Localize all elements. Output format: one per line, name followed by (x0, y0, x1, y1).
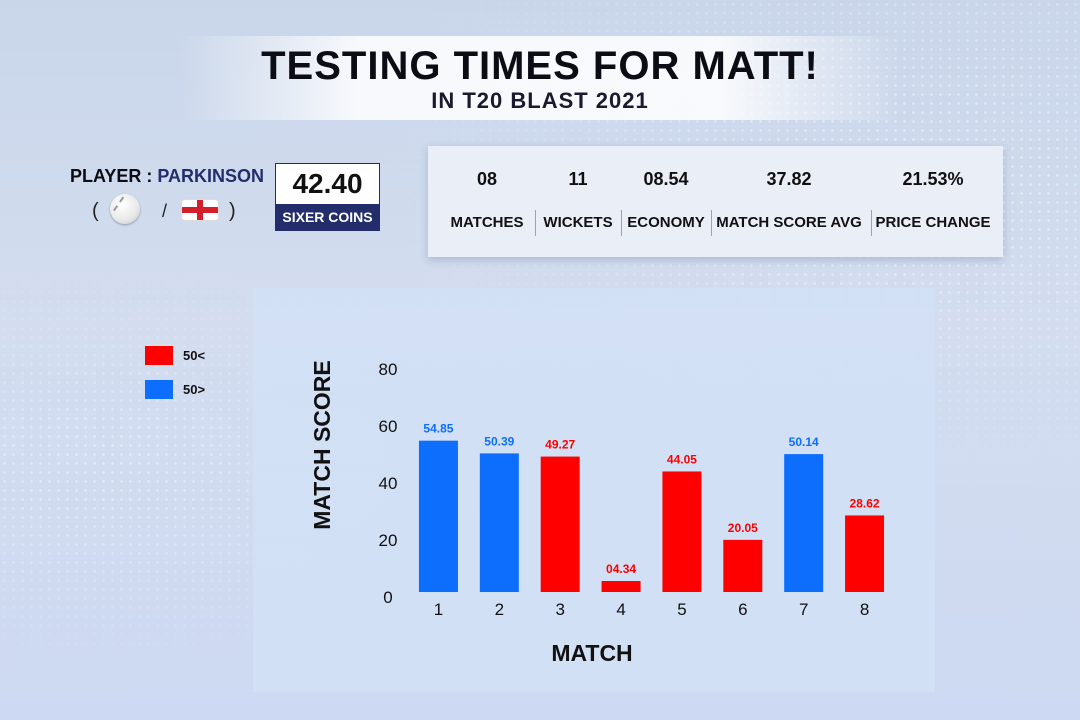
stat-label: ECONOMY (627, 214, 705, 231)
bar-match-6 (723, 539, 763, 592)
player-role-country: ( / ) (92, 194, 252, 230)
x-tick-label: 1 (434, 600, 443, 619)
stat-matches: 08 MATCHES (442, 146, 532, 257)
coins-label: SIXER COINS (276, 204, 379, 230)
x-tick-label: 4 (616, 600, 625, 619)
stat-match-score-avg: 37.82 MATCH SCORE AVG (714, 146, 864, 257)
bar-value-label: 04.34 (606, 562, 636, 576)
page-subtitle: IN T20 BLAST 2021 (431, 88, 649, 113)
legend-label: 50> (183, 382, 206, 397)
y-tick-label: 60 (379, 417, 398, 436)
x-tick-label: 5 (677, 600, 686, 619)
close-paren: ) (229, 200, 236, 222)
stat-value: 21.53% (902, 169, 964, 189)
bar-match-1 (418, 440, 458, 592)
stat-divider (621, 210, 622, 236)
stat-wickets: 11 WICKETS (538, 146, 618, 257)
stat-divider (535, 210, 536, 236)
legend-label: 50< (183, 348, 206, 363)
page-title: TESTING TIMES FOR MATT! (261, 44, 819, 88)
x-tick-label: 6 (738, 600, 747, 619)
stat-label: WICKETS (543, 214, 613, 231)
x-tick-label: 8 (860, 600, 869, 619)
x-tick-label: 7 (799, 600, 808, 619)
bar-match-4 (601, 581, 641, 592)
separator: / (162, 201, 168, 221)
y-tick-label: 20 (379, 531, 398, 550)
bar-value-label: 44.05 (667, 452, 697, 466)
stat-label: MATCHES (450, 214, 524, 231)
sixer-coins-badge: 42.40 SIXER COINS (275, 163, 380, 231)
stat-value: 08 (476, 169, 498, 189)
stat-economy: 08.54 ECONOMY (624, 146, 708, 257)
bar-value-label: 49.27 (545, 438, 575, 452)
coins-value: 42.40 (292, 168, 363, 199)
bar-match-5 (662, 471, 702, 592)
bar-match-3 (540, 456, 580, 592)
player-label: PLAYER : (70, 166, 153, 186)
bar-value-label: 50.39 (484, 434, 514, 448)
bar-value-label: 20.05 (728, 521, 758, 535)
player-info: PLAYER : PARKINSON (70, 166, 264, 187)
bar-value-label: 28.62 (850, 496, 880, 510)
stat-divider (711, 210, 712, 236)
stat-value: 37.82 (766, 169, 812, 189)
legend-swatch (145, 346, 173, 365)
stat-value: 08.54 (643, 169, 689, 189)
cricket-ball-icon (110, 194, 140, 224)
x-axis-label: MATCH (551, 640, 632, 666)
stat-label: PRICE CHANGE (875, 214, 991, 231)
stats-card: 08 MATCHES 11 WICKETS 08.54 ECONOMY 37.8… (428, 146, 1003, 257)
title-band (180, 36, 900, 120)
x-tick-label: 3 (555, 600, 564, 619)
england-flag-icon (182, 200, 218, 220)
player-name: PARKINSON (157, 166, 265, 186)
stat-label: MATCH SCORE AVG (716, 214, 862, 231)
stat-divider (871, 210, 872, 236)
bar-match-2 (479, 453, 519, 592)
bar-value-label: 54.85 (423, 422, 453, 436)
y-tick-label: 80 (379, 360, 398, 379)
x-tick-label: 2 (495, 600, 504, 619)
bar-match-7 (784, 454, 824, 592)
y-tick-label: 0 (383, 588, 392, 607)
y-axis-label: MATCH SCORE (309, 360, 335, 530)
legend-swatch (145, 380, 173, 399)
bar-match-8 (845, 515, 885, 592)
bar-value-label: 50.14 (789, 435, 819, 449)
y-tick-label: 40 (379, 474, 398, 493)
stat-price-change: 21.53% PRICE CHANGE (874, 146, 992, 257)
open-paren: ( (92, 200, 99, 222)
stat-value: 11 (568, 169, 588, 189)
